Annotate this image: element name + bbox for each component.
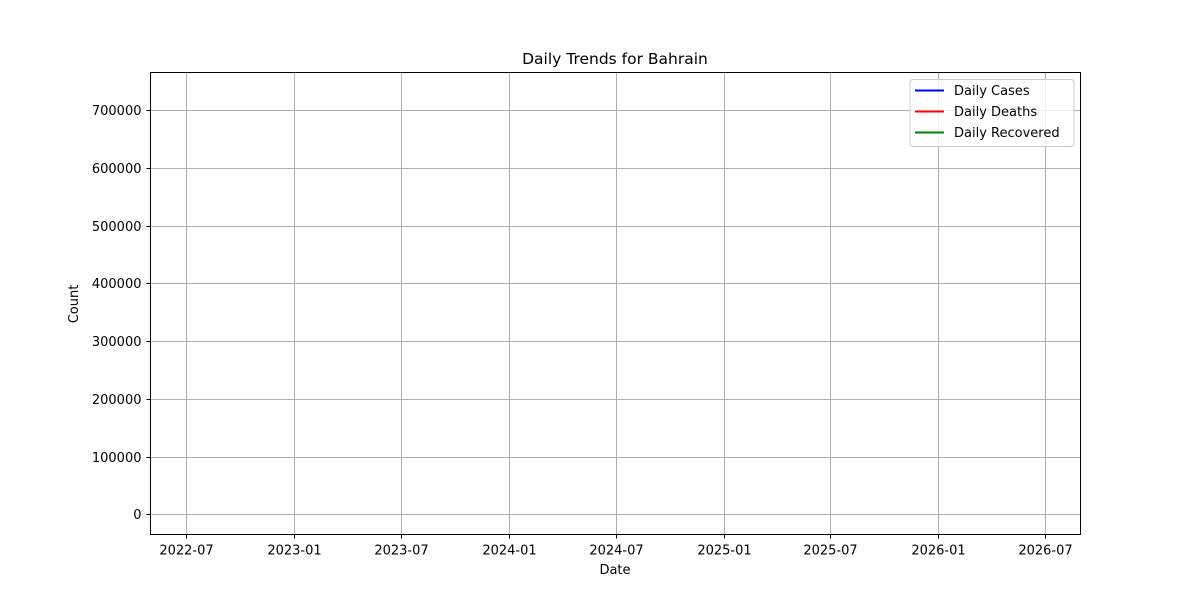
y-tick-label: 700000 xyxy=(92,104,142,119)
y-axis-label: Count xyxy=(67,285,82,324)
y-tick-label: 500000 xyxy=(92,220,142,235)
legend-entry: Daily Cases xyxy=(954,84,1030,99)
grid xyxy=(150,72,1081,535)
x-tick-label: 2023-07 xyxy=(374,544,428,559)
x-tick-label: 2026-01 xyxy=(911,544,965,559)
x-axis-label: Date xyxy=(599,563,630,578)
x-tick-label: 2024-01 xyxy=(482,544,536,559)
x-tick-label: 2022-07 xyxy=(159,544,213,559)
x-axis-ticks: 2022-07 2023-01 2023-07 2024-01 2024-07 2025-… xyxy=(159,534,1073,559)
y-tick-label: 200000 xyxy=(92,393,142,408)
plot-frame xyxy=(150,72,1081,535)
legend: Daily Cases Daily Deaths Daily Recovered xyxy=(909,79,1075,147)
x-tick-label: 2025-07 xyxy=(803,544,857,559)
y-tick-label: 400000 xyxy=(92,277,142,292)
y-axis-ticks: 0 100000 200000 300000 400000 500000 600000 700… xyxy=(92,104,151,523)
y-tick-label: 600000 xyxy=(92,162,142,177)
chart-title: Daily Trends for Bahrain xyxy=(522,50,708,68)
x-tick-label: 2025-01 xyxy=(697,544,751,559)
x-tick-label: 2023-01 xyxy=(267,544,321,559)
x-tick-label: 2024-07 xyxy=(589,544,643,559)
y-tick-label: 300000 xyxy=(92,335,142,350)
x-tick-label: 2026-07 xyxy=(1018,544,1072,559)
legend-entry: Daily Deaths xyxy=(954,105,1037,120)
legend-entry: Daily Recovered xyxy=(954,126,1060,141)
y-tick-label: 0 xyxy=(133,508,141,523)
legend-box xyxy=(909,79,1075,147)
y-tick-label: 100000 xyxy=(92,451,142,466)
